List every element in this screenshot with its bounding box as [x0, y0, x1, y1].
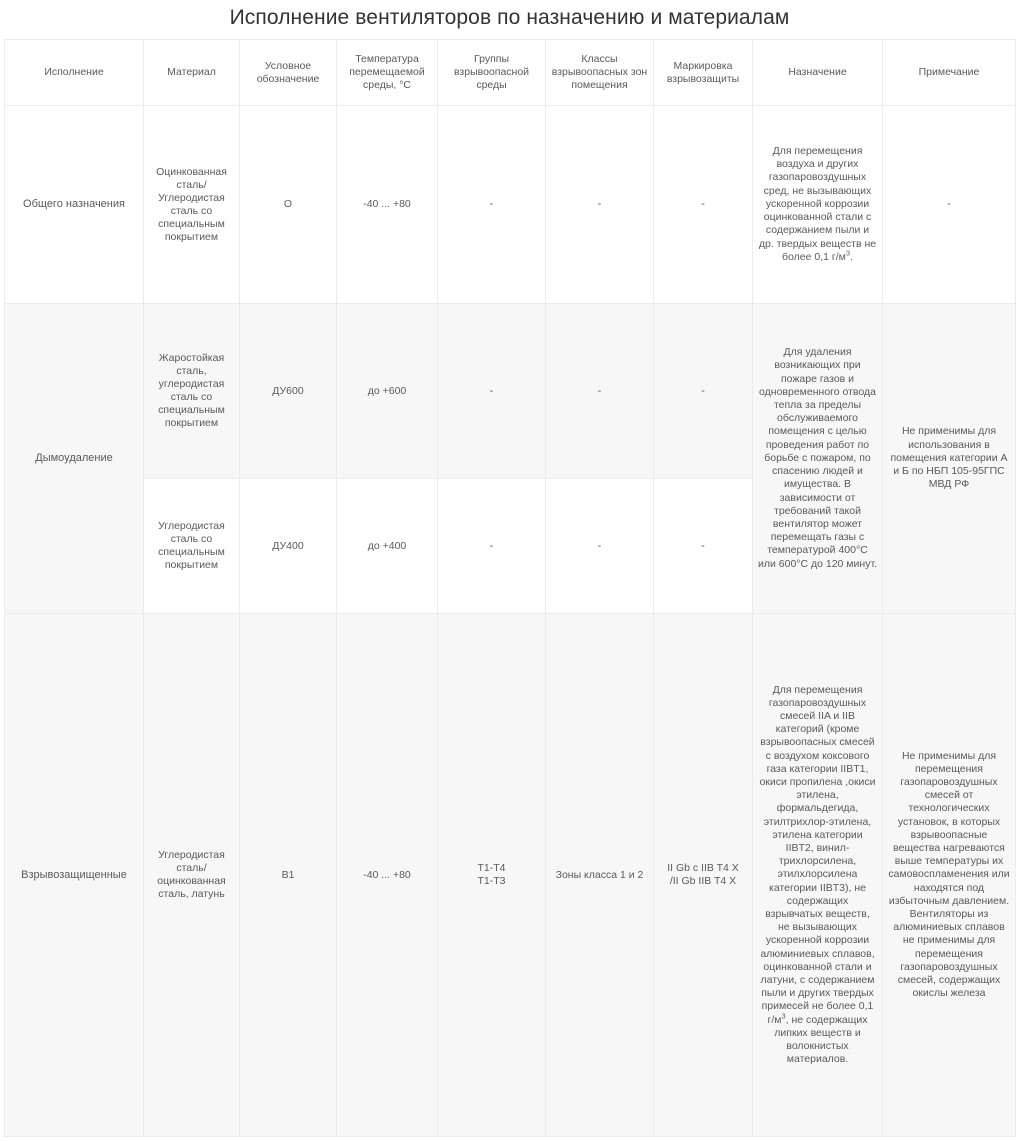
cell-primechanie: Не применимы для перемещения газопаровоз… [882, 613, 1016, 1137]
cell-temperatura: до +400 [336, 478, 438, 614]
cell-ispolnenie: Взрывозащищенные [4, 613, 144, 1137]
cell-primechanie: Не применимы для использования в помещен… [882, 303, 1016, 614]
cell-gruppy: - [437, 105, 546, 304]
column-header-oboznachenie: Условное обозначение [239, 39, 337, 106]
cell-ispolnenie: Общего назначения [4, 105, 144, 304]
cell-material: Углеродистая сталь со специальным покрыт… [143, 478, 240, 614]
column-header-markirovka: Маркировка взрывозащиты [653, 39, 753, 106]
cell-markirovka: - [653, 105, 753, 304]
naznachenie-text-tail: , не содержащих липких веществ и волокни… [774, 1013, 868, 1066]
cell-klassy: - [545, 303, 654, 479]
fan-specification-table: Исполнение Материал Условное обозначение… [4, 39, 1016, 1137]
cell-naznachenie: Для перемещения воздуха и других газопар… [752, 105, 883, 304]
column-header-temperatura: Температура перемещаемой среды, °С [336, 39, 438, 106]
column-header-ispolnenie: Исполнение [4, 39, 144, 106]
cell-oboznachenie: ДУ400 [239, 478, 337, 614]
cell-oboznachenie: ДУ600 [239, 303, 337, 479]
table-body: Общего назначения Оцинкованная сталь/ Уг… [4, 105, 1016, 1137]
cell-naznachenie: Для перемещения газопаровоздушных смесей… [752, 613, 883, 1137]
header-row: Исполнение Материал Условное обозначение… [4, 39, 1016, 106]
table-row: Общего назначения Оцинкованная сталь/ Уг… [4, 105, 1016, 304]
naznachenie-superscript: 3 [845, 248, 851, 258]
column-header-klassy: Классы взрывоопасных зон помещения [545, 39, 654, 106]
naznachenie-superscript: 3 [781, 1011, 786, 1021]
table-row: Дымоудаление Жаростойкая сталь, углероди… [4, 303, 1016, 614]
cell-gruppy: - [437, 303, 546, 479]
column-header-primechanie: Примечание [882, 39, 1016, 106]
naznachenie-text: Для перемещения газопаровоздушных смесей… [759, 683, 876, 1026]
cell-gruppy: Т1-Т4 Т1-Т3 [437, 613, 546, 1137]
cell-markirovka: II Gb c IIB T4 X /II Gb IIB T4 X [653, 613, 753, 1137]
cell-material: Оцинкованная сталь/ Углеродистая сталь с… [143, 105, 240, 304]
cell-markirovka: - [653, 478, 753, 614]
cell-material: Жаростойкая сталь, углеродистая сталь со… [143, 303, 240, 479]
cell-gruppy: - [437, 478, 546, 614]
column-header-naznachenie: Назначение [752, 39, 883, 106]
cell-material: Углеродистая сталь/ оцинкованная сталь, … [143, 613, 240, 1137]
cell-primechanie: - [882, 105, 1016, 304]
cell-klassy: Зоны класса 1 и 2 [545, 613, 654, 1137]
cell-oboznachenie: О [239, 105, 337, 304]
column-header-gruppy: Группы взрывоопасной среды [437, 39, 546, 106]
cell-oboznachenie: В1 [239, 613, 337, 1137]
column-header-material: Материал [143, 39, 240, 106]
table-header: Исполнение Материал Условное обозначение… [4, 39, 1016, 106]
cell-temperatura: до +600 [336, 303, 438, 479]
naznachenie-text: Для перемещения воздуха и других газопар… [758, 145, 877, 263]
cell-klassy: - [545, 478, 654, 614]
page-title: Исполнение вентиляторов по назначению и … [229, 6, 790, 29]
cell-markirovka: - [653, 303, 753, 479]
cell-temperatura: -40 ... +80 [336, 105, 438, 304]
table-row: Углеродистая сталь со специальным покрыт… [5, 478, 1016, 614]
naznachenie-text-tail: . [850, 250, 853, 263]
cell-klassy: - [545, 105, 654, 304]
cell-temperatura: -40 ... +80 [336, 613, 438, 1137]
table-row: Взрывозащищенные Углеродистая сталь/ оци… [4, 613, 1016, 1137]
cell-ispolnenie: Дымоудаление [4, 303, 144, 614]
cell-naznachenie: Для удаления возникающих при пожаре газо… [752, 303, 883, 614]
